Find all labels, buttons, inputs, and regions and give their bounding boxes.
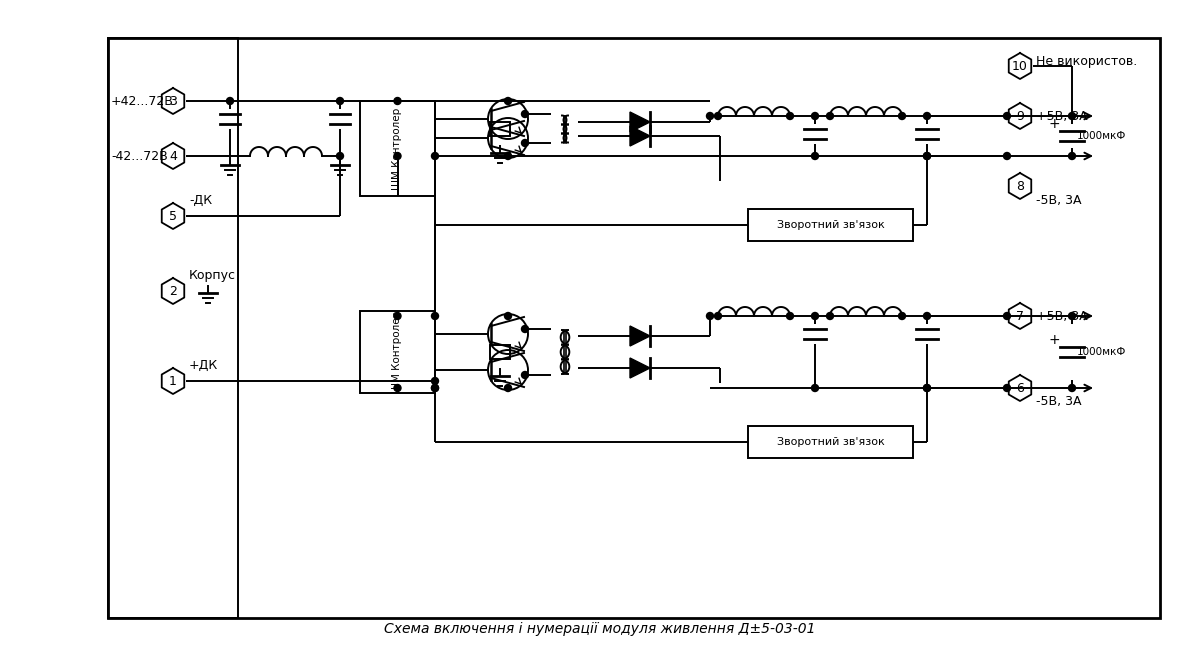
Circle shape [1003, 384, 1010, 391]
Text: 1: 1 [169, 375, 176, 388]
Circle shape [827, 112, 834, 120]
Circle shape [899, 112, 906, 120]
Polygon shape [630, 112, 650, 132]
Circle shape [924, 152, 930, 160]
Polygon shape [630, 326, 650, 346]
Circle shape [707, 313, 714, 320]
Circle shape [394, 152, 401, 160]
Circle shape [504, 98, 511, 105]
Circle shape [504, 384, 511, 391]
Circle shape [924, 384, 930, 391]
Text: +: + [1048, 117, 1060, 131]
Text: -5В, 3А: -5В, 3А [1036, 194, 1081, 207]
Text: Зворотний зв'язок: Зворотний зв'язок [776, 437, 884, 447]
Circle shape [1003, 313, 1010, 320]
Circle shape [924, 152, 930, 160]
Circle shape [811, 112, 818, 120]
Circle shape [394, 384, 401, 391]
Text: 1000мкФ: 1000мкФ [1076, 131, 1127, 141]
Text: -42...72В: -42...72В [112, 149, 168, 163]
Text: -ДК: -ДК [190, 194, 212, 207]
Circle shape [336, 98, 343, 105]
Circle shape [786, 112, 793, 120]
Circle shape [1003, 112, 1010, 120]
Circle shape [432, 377, 438, 384]
Circle shape [811, 384, 818, 391]
Text: 10: 10 [1012, 59, 1028, 72]
Circle shape [707, 112, 714, 120]
Circle shape [504, 152, 511, 160]
Text: 4: 4 [169, 149, 176, 163]
Circle shape [432, 384, 438, 391]
Circle shape [394, 98, 401, 105]
Text: -5В, 3А: -5В, 3А [1036, 395, 1081, 408]
Text: +42...72В: +42...72В [112, 94, 174, 107]
Circle shape [522, 140, 528, 147]
Circle shape [432, 152, 438, 160]
Text: 2: 2 [169, 284, 176, 298]
Circle shape [714, 112, 721, 120]
Circle shape [336, 152, 343, 160]
Circle shape [504, 313, 511, 320]
Text: 7: 7 [1016, 309, 1024, 322]
Circle shape [522, 326, 528, 333]
Text: 1000мкФ: 1000мкФ [1076, 347, 1127, 357]
Text: Корпус: Корпус [190, 269, 236, 282]
Text: +5В, 3А: +5В, 3А [1036, 110, 1087, 123]
Bar [490, 122, 510, 136]
Circle shape [827, 313, 834, 320]
Circle shape [786, 313, 793, 320]
Bar [360, 311, 436, 393]
Circle shape [1068, 313, 1075, 320]
Circle shape [924, 313, 930, 320]
Circle shape [432, 384, 438, 391]
Bar [108, 38, 1160, 618]
Circle shape [1068, 152, 1075, 160]
Circle shape [394, 313, 401, 320]
Circle shape [227, 98, 234, 105]
Bar [490, 345, 510, 359]
Bar [748, 426, 913, 458]
Circle shape [811, 152, 818, 160]
Text: 8: 8 [1016, 180, 1024, 193]
Text: ШМ Контролер: ШМ Контролер [392, 311, 402, 393]
Text: +ДК: +ДК [190, 359, 218, 371]
Bar [108, 38, 238, 618]
Circle shape [811, 313, 818, 320]
Circle shape [1003, 152, 1010, 160]
Bar [748, 209, 913, 241]
Text: +: + [1048, 333, 1060, 347]
Text: Схема включення і нумерації модуля живлення Д±5-03-01: Схема включення і нумерації модуля живле… [384, 622, 816, 636]
Circle shape [432, 313, 438, 320]
Text: ШМ Контролер: ШМ Контролер [392, 107, 402, 190]
Circle shape [924, 384, 930, 391]
Text: 5: 5 [169, 209, 178, 222]
Circle shape [899, 313, 906, 320]
Polygon shape [630, 358, 650, 378]
Text: 6: 6 [1016, 382, 1024, 395]
Circle shape [924, 112, 930, 120]
Bar [360, 101, 436, 196]
Text: Не використов.: Не використов. [1036, 54, 1138, 67]
Circle shape [1068, 112, 1075, 120]
Circle shape [1068, 384, 1075, 391]
Circle shape [522, 110, 528, 118]
Text: +5В, 3А: +5В, 3А [1036, 309, 1087, 322]
Polygon shape [630, 126, 650, 146]
Text: 9: 9 [1016, 110, 1024, 123]
Circle shape [714, 313, 721, 320]
Circle shape [522, 371, 528, 379]
Text: Зворотний зв'язок: Зворотний зв'язок [776, 220, 884, 230]
Text: 3: 3 [169, 94, 176, 107]
